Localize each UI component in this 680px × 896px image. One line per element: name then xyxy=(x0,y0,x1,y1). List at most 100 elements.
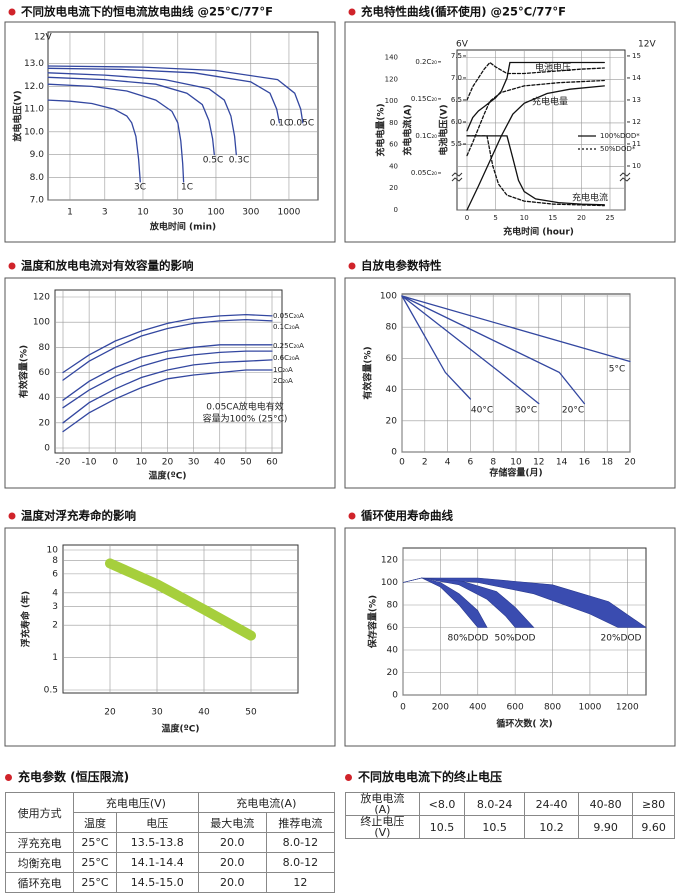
row-label: 放电电流 (A) xyxy=(345,792,420,816)
row-label: 终止电压 (V) xyxy=(345,815,420,839)
x-tick-label: 10 xyxy=(510,458,522,468)
y-tick-label: 14 xyxy=(632,74,641,82)
axis-break xyxy=(451,172,463,182)
data-line xyxy=(401,295,586,405)
panel-frame xyxy=(4,21,336,243)
y-tick-label: 120 xyxy=(385,75,398,83)
y-tick-label: 40 xyxy=(387,646,399,656)
table-title-text: 不同放电电流下的终止电压 xyxy=(358,770,503,784)
y-tick-label: 6.0 xyxy=(451,118,462,126)
x-tick-label: 1 xyxy=(67,208,73,218)
title-bullet xyxy=(8,8,16,16)
charge-table: 使用方式 充电电压(V) 充电电流(A) 温度 电压 最大电流 推荐电流 浮充充电 25°C… xyxy=(4,792,336,893)
row-label-line: (A) xyxy=(374,803,391,816)
y-tick-label: 8.0 xyxy=(30,173,45,183)
y-tick-label: 40 xyxy=(386,385,398,395)
header-cell: 充电电压(V) xyxy=(73,792,199,813)
cell: 10.2 xyxy=(524,815,580,839)
data-line xyxy=(466,61,605,101)
cell: <8.0 xyxy=(418,792,466,816)
x-tick-label: 0 xyxy=(400,703,406,713)
note: 容量为100% (25°C) xyxy=(203,413,288,425)
cell: 40-80 xyxy=(578,792,634,816)
x-tick-label: 50 xyxy=(240,458,252,468)
cell: 20.0 xyxy=(197,872,267,893)
x-tick-label: 10 xyxy=(136,458,148,468)
y-tick-label: 120 xyxy=(381,556,398,566)
x-tick-label: 1000 xyxy=(277,208,300,218)
y-tick-label: 80 xyxy=(386,323,398,333)
plot-area xyxy=(456,49,626,211)
y-tick-label: 80 xyxy=(39,343,51,353)
plot-area xyxy=(62,544,299,694)
x-tick-label: 6 xyxy=(468,458,474,468)
plot-area xyxy=(54,289,283,454)
chart-title: 充电特性曲线(循环使用) @25°C/77°F xyxy=(361,5,566,19)
x-tick-label: 20 xyxy=(162,458,174,468)
x-tick-label: 20 xyxy=(104,708,116,718)
y-tick-label: 13.0 xyxy=(24,59,44,69)
y-tick-label: 11 xyxy=(632,140,641,148)
x-tick-label: 0 xyxy=(399,458,405,468)
data-line xyxy=(62,344,273,401)
data-line xyxy=(466,79,605,157)
y-axis-label: 充电电量(%) xyxy=(375,103,387,156)
x-axis-label: 放电时间 (min) xyxy=(149,221,216,233)
cell: 浮充充电 xyxy=(4,832,75,853)
y-tick-label: 100 xyxy=(381,578,398,588)
data-line xyxy=(62,313,273,374)
row-label-line: 放电电流 xyxy=(360,792,405,805)
data-line xyxy=(466,135,605,206)
panel-frame xyxy=(344,277,676,489)
x-tick-label: 12 xyxy=(533,458,544,468)
y-tick-label: 12 xyxy=(632,118,641,126)
panel-frame xyxy=(344,527,676,747)
series-label: 50%DOD xyxy=(495,634,536,644)
x-tick-label: 400 xyxy=(469,703,486,713)
y-tick-label: 10 xyxy=(632,162,641,170)
series-label: 0.1C₂₀A xyxy=(273,323,300,331)
y-tick-label: 100 xyxy=(380,292,397,302)
y-tick-label: 140 xyxy=(385,54,398,62)
x-axis-label: 存储容量(月) xyxy=(489,467,542,479)
title-bullet xyxy=(348,262,356,270)
cell: 10.5 xyxy=(464,815,526,839)
y-tick-label: 7.0 xyxy=(451,74,462,82)
cell: 25°C xyxy=(73,872,117,893)
y-tick-label: 10.0 xyxy=(24,127,44,137)
header-cell: 电压 xyxy=(115,812,199,833)
x-tick-label: 30 xyxy=(188,458,200,468)
y-tick-label: 11.0 xyxy=(24,105,44,115)
header-cell: 使用方式 xyxy=(4,792,75,833)
y-axis-label: 浮充寿命 (年) xyxy=(20,591,32,647)
y-axis-label: 有效容量(%) xyxy=(18,345,30,398)
x-tick-label: 200 xyxy=(432,703,449,713)
data-line xyxy=(62,359,273,424)
x-tick-label: 30 xyxy=(172,208,184,218)
y-tick-label: 6 xyxy=(52,569,58,579)
data-line xyxy=(401,295,631,363)
y-tick-label: 100 xyxy=(385,97,398,105)
x-tick-label: 8 xyxy=(490,458,496,468)
series-label: 20%DOD xyxy=(601,634,642,644)
y-axis-label: 有效容量(%) xyxy=(362,346,374,399)
axis-unit: 12V xyxy=(34,33,52,43)
chart-title: 温度对浮充寿命的影响 xyxy=(21,509,136,523)
x-tick-label: 16 xyxy=(579,458,591,468)
data-area xyxy=(402,577,647,628)
y-tick-label: 7.5 xyxy=(451,52,462,60)
x-tick-label: 2 xyxy=(422,458,428,468)
row-label-line: 终止电压 xyxy=(360,815,405,828)
y-tick-label: 120 xyxy=(33,293,50,303)
x-tick-label: 10 xyxy=(520,214,529,222)
axis-unit: 12V xyxy=(638,40,656,50)
y-tick-label: 5.5 xyxy=(451,140,462,148)
x-tick-label: 20 xyxy=(624,458,636,468)
table-title: 充电参数 (恒压限流) xyxy=(5,768,129,785)
table-title: 不同放电电流下的终止电压 xyxy=(345,768,502,785)
x-tick-label: 20 xyxy=(577,214,586,222)
y-tick-label: 80 xyxy=(389,119,398,127)
cell: 均衡充电 xyxy=(4,852,75,873)
y-tick-label: 2 xyxy=(52,621,58,631)
